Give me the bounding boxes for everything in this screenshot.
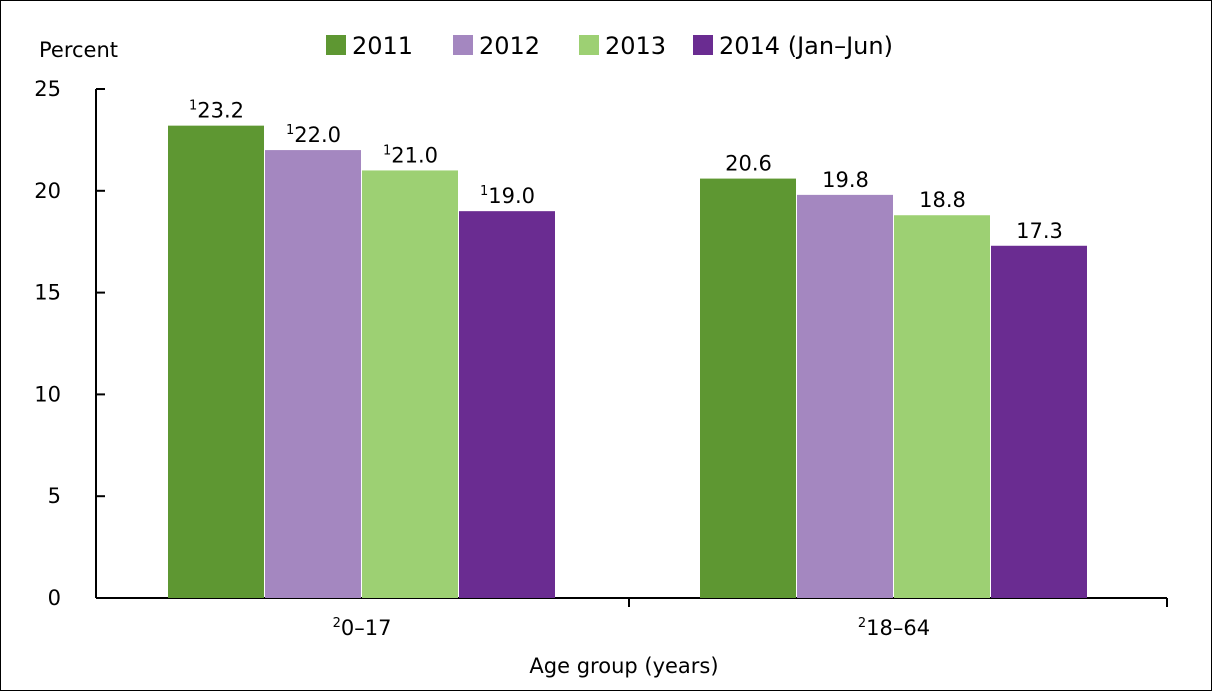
data-label: 121.0 (383, 143, 438, 167)
x-axis-label: Age group (years) (529, 654, 718, 678)
data-label: 119.0 (480, 184, 535, 208)
data-label: 20.6 (725, 152, 772, 176)
data-label: 18.8 (919, 188, 966, 212)
y-axis-label: Percent (39, 38, 118, 62)
bars: 123.2 122.0 121.0 119.0 20.6 19.8 18.8 17.3 (168, 99, 1087, 599)
bar (700, 178, 796, 599)
legend-swatch (579, 35, 599, 55)
data-label: 122.0 (286, 123, 341, 147)
bar (362, 170, 458, 598)
bar (894, 215, 990, 598)
data-label: 19.8 (822, 168, 869, 192)
y-tick-label: 0 (48, 586, 61, 610)
bar (797, 194, 893, 598)
legend-label: 2012 (479, 32, 540, 60)
bar (265, 150, 361, 598)
y-tick-label: 15 (34, 281, 61, 305)
x-tick-label: 218–64 (858, 616, 930, 640)
legend-swatch (693, 35, 713, 55)
y-tick-label: 20 (34, 179, 61, 203)
x-tick-label: 20–17 (333, 616, 392, 640)
bar (459, 211, 555, 598)
y-tick-label: 25 (34, 77, 61, 101)
y-tick-label: 5 (48, 484, 61, 508)
legend-label: 2013 (605, 32, 666, 60)
legend-swatch (453, 35, 473, 55)
legend-label: 2014 (Jan–Jun) (719, 32, 893, 60)
legend-label: 2011 (352, 32, 413, 60)
data-label: 17.3 (1016, 219, 1063, 243)
y-tick-label: 10 (34, 382, 61, 406)
data-label: 123.2 (189, 99, 244, 123)
bar (168, 125, 264, 598)
legend-swatch (326, 35, 346, 55)
bar (991, 245, 1087, 598)
legend: 2011 2012 2013 2014 (Jan–Jun) (326, 32, 893, 60)
